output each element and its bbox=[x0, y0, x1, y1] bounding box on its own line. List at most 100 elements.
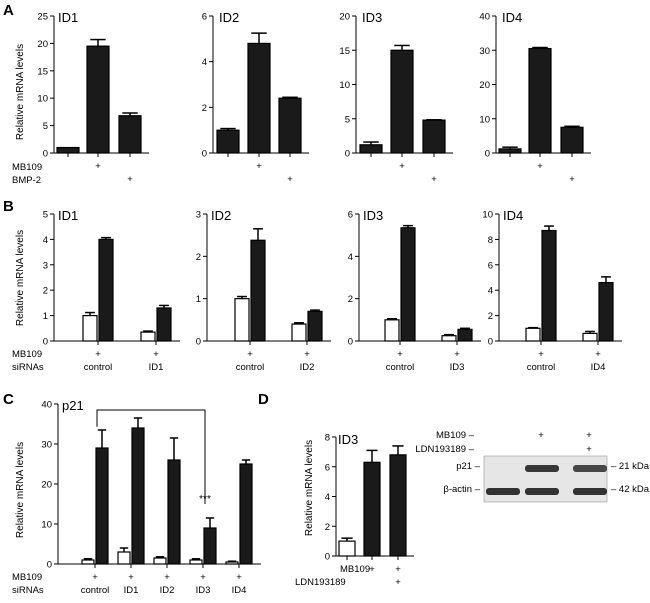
wb-size-42kda: – 42 kDa bbox=[611, 484, 650, 495]
wb-size-21kda: – 21 kDa bbox=[611, 461, 650, 472]
b-id1-bar bbox=[98, 238, 114, 342]
b-id2-bar bbox=[307, 310, 323, 342]
a-id4-ytick-label: 10 bbox=[479, 114, 490, 125]
c-p21-bar bbox=[203, 527, 217, 565]
label-c-sirnas: siRNAs bbox=[12, 585, 44, 596]
a-id4-bar bbox=[528, 47, 552, 154]
c-p21-cond-sirnas-0: control bbox=[81, 585, 110, 596]
wb-band-p21 bbox=[525, 465, 559, 472]
wb-row-label-ldn: LDN193189 – bbox=[415, 444, 474, 455]
b-id1-bar bbox=[82, 315, 98, 342]
panel-letter-c: C bbox=[3, 391, 14, 408]
c-p21-bar bbox=[131, 427, 145, 565]
b-id3-ytick-label: 4 bbox=[348, 252, 353, 263]
a-id4-ytick-label: 40 bbox=[479, 12, 490, 23]
a-id1-bar bbox=[56, 146, 80, 154]
b-id4-ytick-label: 2 bbox=[488, 311, 493, 322]
b-id3-ytick-label: 0 bbox=[348, 337, 353, 348]
b-id4-ytick-label: 6 bbox=[488, 260, 493, 271]
a-id1-cond-mb109-1: + bbox=[95, 161, 101, 172]
charts-layer: ID10510152025++ID20246++ID305101520++ID4… bbox=[37, 10, 622, 596]
panel-letter-d: D bbox=[258, 391, 269, 408]
b-id1-bar bbox=[140, 331, 156, 342]
ylabel-row-c: Relative mRNA levels bbox=[15, 442, 26, 538]
b-id4-cond-sirnas-0: control bbox=[527, 362, 556, 373]
c-p21-sig-bracket bbox=[96, 409, 206, 504]
d-id3-cond-mb109-2: + bbox=[395, 564, 401, 575]
a-id1-ytick-label: 20 bbox=[37, 39, 48, 50]
wb-band-label-p21: p21 – bbox=[456, 461, 480, 472]
b-id3-bar bbox=[441, 335, 457, 342]
c-p21-ytick-label: 10 bbox=[41, 520, 52, 531]
c-p21-bar bbox=[225, 561, 239, 565]
d-id3-bar bbox=[338, 540, 356, 557]
a-id3-cond-bmp-2-2: + bbox=[431, 174, 437, 185]
a-id2-ytick-label: 0 bbox=[202, 149, 207, 160]
b-id2-bar bbox=[291, 323, 307, 342]
d-id3-title: ID3 bbox=[338, 432, 358, 447]
b-id1-ytick-label: 0 bbox=[43, 337, 48, 348]
a-id2-ytick-label: 6 bbox=[202, 12, 207, 23]
b-id3-cond-sirnas-0: control bbox=[386, 362, 415, 373]
a-id3-ytick-label: 10 bbox=[339, 80, 350, 91]
c-p21-bar bbox=[95, 447, 109, 565]
wb-band-actin bbox=[525, 488, 559, 495]
b-id4-bar bbox=[541, 229, 557, 342]
a-id4-cond-bmp-2-2: + bbox=[569, 174, 575, 185]
label-b-sirnas: siRNAs bbox=[12, 362, 44, 373]
d-id3-ytick-label: 8 bbox=[325, 433, 330, 444]
a-id4-ytick-label: 0 bbox=[485, 149, 490, 160]
b-id1-ytick-label: 1 bbox=[43, 311, 48, 322]
b-id1-cond-mb109-0: + bbox=[95, 349, 101, 360]
wb-band-label-actin: β-actin – bbox=[443, 484, 480, 495]
a-id4-ytick-label: 20 bbox=[479, 80, 490, 91]
b-id3-cond-sirnas-1: ID3 bbox=[450, 362, 465, 373]
a-id2-ytick-label: 2 bbox=[202, 103, 207, 114]
b-id2-ytick-label: 2 bbox=[196, 252, 201, 263]
b-id1-cond-sirnas-1: ID1 bbox=[149, 362, 164, 373]
a-id1-ytick-label: 15 bbox=[37, 66, 48, 77]
b-id2-ytick-label: 3 bbox=[196, 210, 201, 221]
a-id3-cond-mb109-1: + bbox=[399, 161, 405, 172]
western-blot: MB109 – LDN193189 – + + + p21 – β-actin … bbox=[415, 430, 650, 503]
label-c-mb109: MB109 bbox=[12, 572, 42, 583]
c-p21-cond-sirnas-4: ID4 bbox=[232, 585, 247, 596]
a-id1-ytick-label: 10 bbox=[37, 94, 48, 105]
b-id3-bar bbox=[384, 319, 400, 342]
b-id1-ytick-label: 5 bbox=[43, 210, 48, 221]
a-id1-ytick-label: 0 bbox=[43, 149, 48, 160]
b-id1-cond-mb109-1: + bbox=[153, 349, 159, 360]
a-id3-bar bbox=[422, 119, 446, 154]
a-id1-bar bbox=[86, 45, 110, 154]
c-p21-cond-mb109-4: + bbox=[236, 572, 242, 583]
a-id4-title: ID4 bbox=[502, 10, 522, 25]
b-id4-cond-sirnas-1: ID4 bbox=[591, 362, 606, 373]
b-id1-ytick-label: 4 bbox=[43, 235, 48, 246]
b-id4-title: ID4 bbox=[503, 208, 523, 223]
c-p21-cond-sirnas-3: ID3 bbox=[196, 585, 211, 596]
wb-plus-ldn-lane3: + bbox=[586, 444, 592, 455]
b-id1-ytick-label: 3 bbox=[43, 260, 48, 271]
wb-band-p21 bbox=[573, 465, 607, 472]
d-id3-ytick-label: 2 bbox=[325, 522, 330, 533]
wb-band-actin bbox=[573, 488, 607, 495]
a-id2-ytick-label: 4 bbox=[202, 57, 207, 68]
a-id4-cond-mb109-1: + bbox=[537, 161, 543, 172]
b-id1-ytick-label: 2 bbox=[43, 286, 48, 297]
a-id1-title: ID1 bbox=[58, 10, 78, 25]
a-id1-cond-bmp-2-2: + bbox=[127, 174, 133, 185]
a-id1-bar bbox=[118, 115, 142, 154]
a-id2-title: ID2 bbox=[219, 10, 239, 25]
label-b-mb109: MB109 bbox=[12, 349, 42, 360]
b-id3-cond-mb109-0: + bbox=[397, 349, 403, 360]
wb-membrane bbox=[483, 455, 608, 503]
c-p21-cond-sirnas-1: ID1 bbox=[124, 585, 139, 596]
a-id3-title: ID3 bbox=[362, 10, 382, 25]
b-id1-bar bbox=[156, 307, 172, 342]
a-id4-ytick-label: 30 bbox=[479, 46, 490, 57]
d-id3-ytick-label: 0 bbox=[325, 552, 330, 563]
c-p21-ytick-label: 0 bbox=[47, 560, 52, 571]
b-id2-bar bbox=[250, 239, 266, 342]
a-id2-bar bbox=[247, 42, 271, 154]
